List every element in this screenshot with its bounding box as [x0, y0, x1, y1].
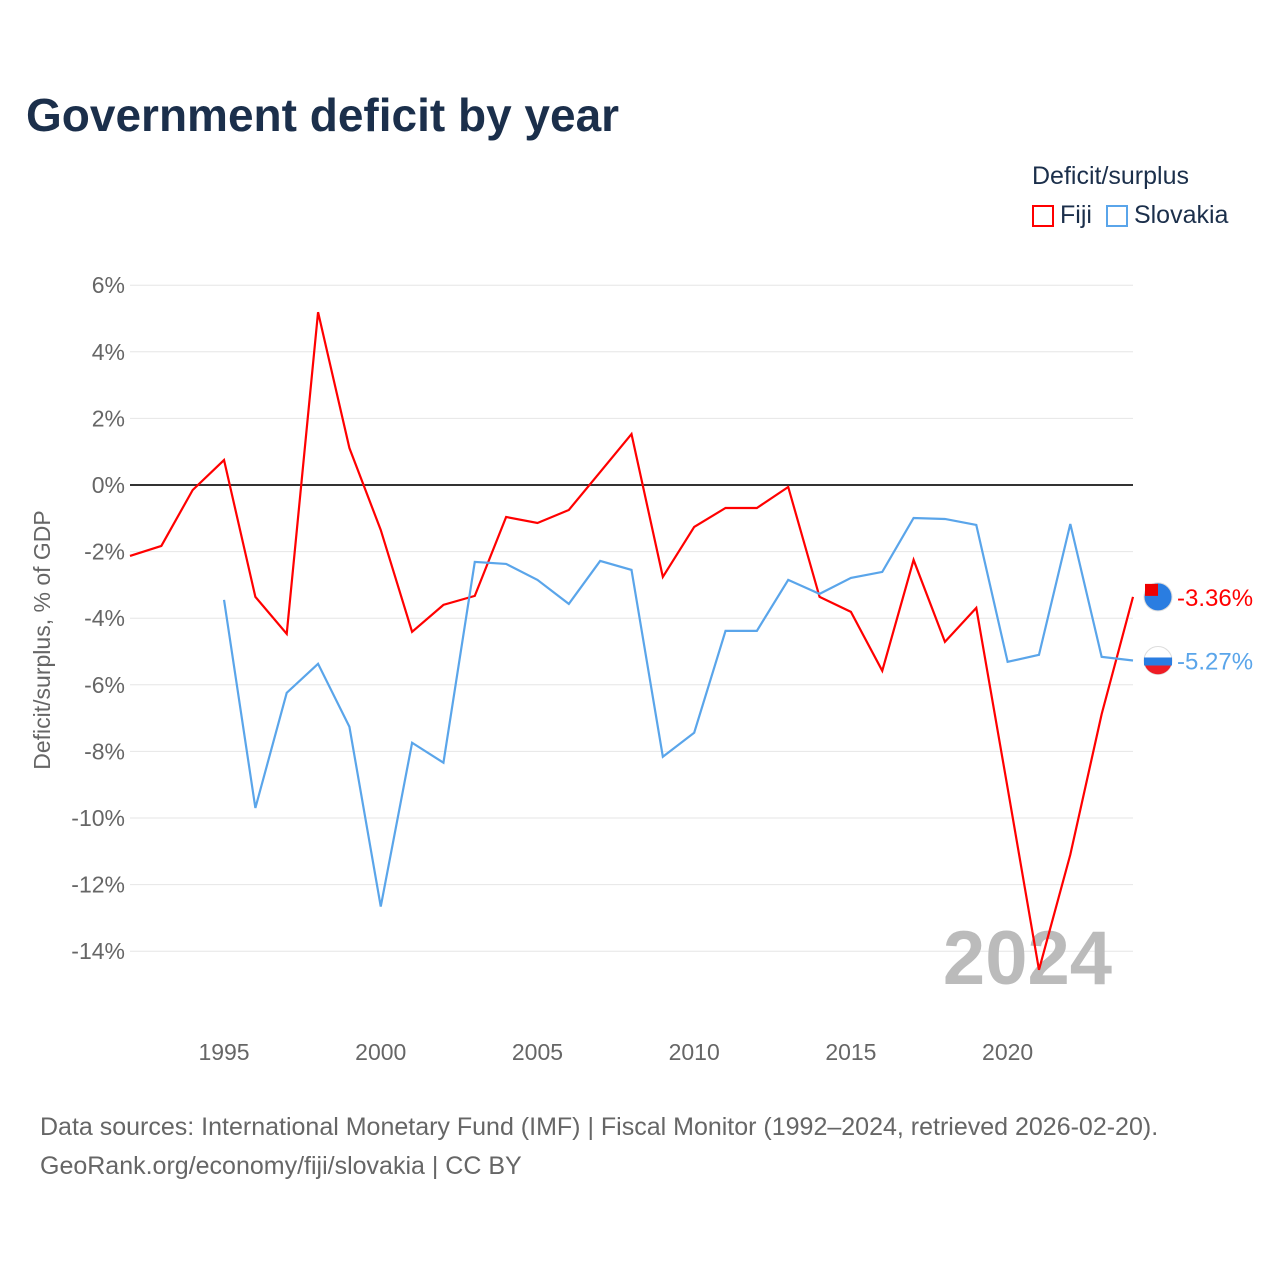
y-tick-label: 2%	[92, 405, 125, 431]
legend-item-slovakia[interactable]: Slovakia	[1105, 201, 1229, 230]
flag-stripe	[1144, 657, 1172, 666]
x-tick-label: 2020	[982, 1039, 1033, 1065]
year-watermark: 2024	[943, 916, 1112, 1001]
legend-swatch-fiji	[1032, 204, 1054, 227]
flag-canton	[1145, 583, 1158, 596]
y-tick-label: -14%	[71, 938, 125, 964]
legend-title: Deficit/surplus	[1032, 162, 1189, 190]
y-tick-label: -8%	[84, 738, 125, 764]
end-value-label: -5.27%	[1177, 648, 1253, 675]
series-line-fiji	[129, 311, 1135, 971]
y-tick-label: -12%	[71, 872, 125, 898]
y-tick-label: -2%	[84, 539, 125, 565]
y-axis-label: Deficit/surplus, % of GDP	[29, 510, 55, 769]
x-tick-label: 2010	[669, 1039, 720, 1065]
legend-label: Slovakia	[1133, 201, 1229, 229]
x-tick-label: 2015	[825, 1039, 876, 1065]
source-line: Data sources: International Monetary Fun…	[40, 1113, 1159, 1141]
x-tick-label: 1995	[198, 1039, 249, 1065]
series-line-slovakia	[222, 516, 1134, 907]
legend: Deficit/surplus Fiji Slovakia	[1032, 162, 1228, 230]
source-url: GeoRank.org/economy/fiji/slovakia | CC B…	[40, 1152, 522, 1180]
legend-item-fiji[interactable]: Fiji	[1032, 201, 1092, 230]
y-tick-label: -4%	[84, 605, 125, 631]
x-tick-label: 2005	[512, 1039, 563, 1065]
y-tick-label: -6%	[84, 672, 125, 698]
y-tick-label: 6%	[92, 272, 125, 298]
flag-stripe	[1145, 665, 1171, 675]
x-tick-label: 2000	[355, 1039, 406, 1065]
source-note: Data sources: International Monetary Fun…	[40, 1108, 1158, 1186]
y-tick-label: 0%	[92, 472, 125, 498]
end-value-label: -3.36%	[1177, 585, 1253, 612]
chart-title: Government deficit by year	[26, 89, 620, 141]
y-tick-label: 4%	[92, 339, 125, 365]
legend-label: Fiji	[1060, 201, 1092, 229]
y-tick-label: -10%	[71, 805, 125, 831]
legend-swatch-slovakia	[1105, 204, 1128, 227]
